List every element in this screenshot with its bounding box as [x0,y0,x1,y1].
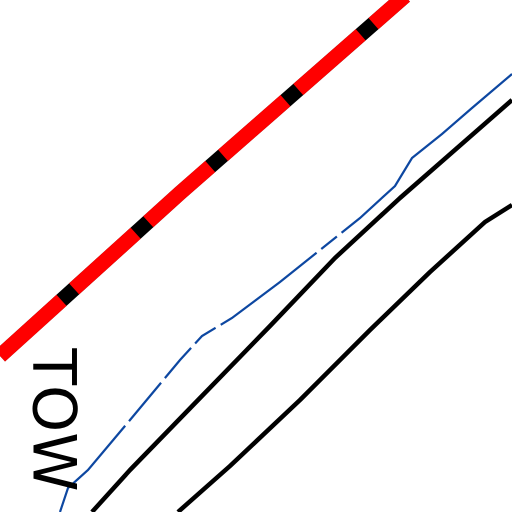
road-line-upper [90,98,512,512]
road-line-lower [176,203,512,512]
railway-red-dashes [0,0,410,362]
waterway-line [58,73,512,512]
place-label: TOW [18,347,88,491]
railway-line [0,0,410,362]
